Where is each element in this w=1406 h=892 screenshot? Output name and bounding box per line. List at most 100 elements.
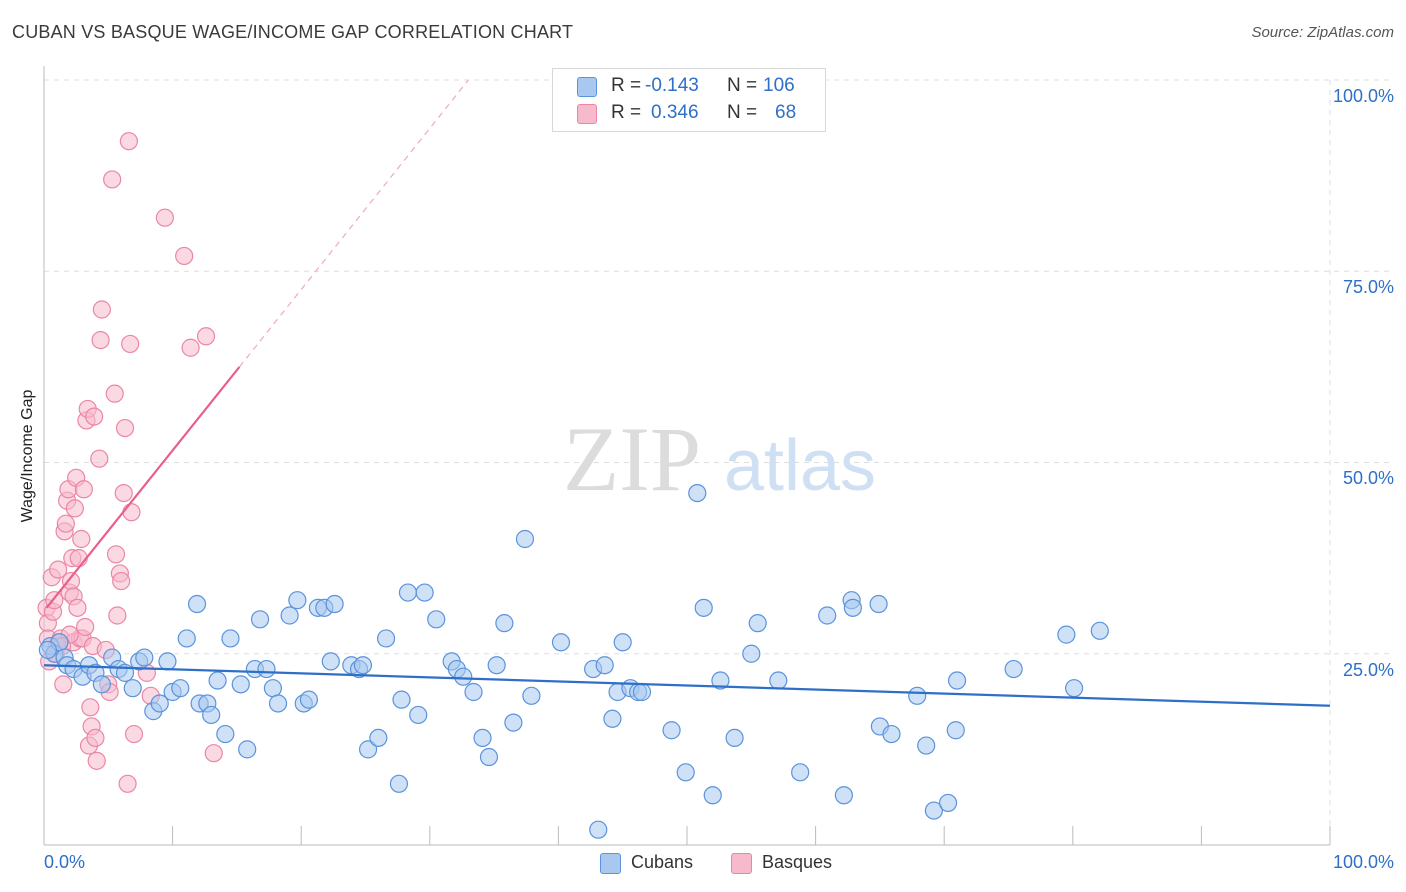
cubans-point: [551, 633, 571, 652]
legend-label-basques: Basques: [762, 852, 833, 872]
basques-point: [90, 449, 109, 468]
basques-point: [86, 728, 105, 748]
basques-point: [65, 499, 84, 518]
cubans-point: [843, 598, 862, 617]
cubans-point: [238, 740, 257, 759]
basques-point: [54, 675, 73, 694]
cubans-point: [187, 594, 207, 614]
basques-point: [119, 132, 138, 151]
cubans-point: [473, 728, 492, 748]
cubans-point: [299, 690, 319, 709]
r-label: R =: [611, 75, 642, 96]
cubans-point: [92, 675, 111, 694]
cubans-point: [632, 682, 652, 702]
cubans-point: [358, 740, 378, 759]
cubans-point: [171, 679, 190, 698]
basques-point: [108, 606, 127, 625]
basques-point: [118, 774, 137, 793]
cubans-point: [353, 656, 373, 675]
basques-point: [105, 384, 124, 403]
cubans-point: [177, 629, 196, 648]
cubans-point: [694, 598, 713, 617]
cubans-trend-line: [43, 664, 1331, 707]
basques-trend-extension: [239, 79, 469, 368]
cubans-point: [487, 656, 506, 675]
y-tick-75: 75.0%: [1342, 277, 1394, 297]
basques-point: [69, 549, 88, 568]
basques-point: [204, 744, 223, 763]
cubans-point: [135, 648, 154, 667]
basques-point: [61, 571, 81, 591]
n-value-cubans: 106: [763, 75, 795, 96]
n-value-basques: 68: [775, 102, 797, 123]
cubans-point: [221, 629, 240, 648]
cubans-point: [280, 606, 299, 625]
cubans-point: [946, 721, 965, 740]
watermark: ZIP atlas: [563, 408, 876, 510]
cubans-point: [688, 484, 707, 503]
cubans-point: [818, 606, 837, 625]
basques-point: [122, 503, 141, 522]
y-tick-100: 100.0%: [1332, 86, 1394, 106]
cubans-point: [504, 713, 523, 732]
cubans-point: [662, 721, 681, 740]
cubans-point: [1090, 621, 1109, 640]
correlation-legend: R = -0.143 N = 106 R = 0.346 N = 68: [552, 68, 826, 132]
r-label: R =: [611, 102, 642, 123]
cubans-point: [748, 614, 767, 633]
cubans-point: [613, 633, 632, 652]
basques-point: [92, 300, 111, 319]
watermark-zip: ZIP: [563, 408, 701, 510]
basques-trend-line: [45, 366, 241, 609]
basques-swatch-icon: [731, 853, 752, 874]
axes: [43, 66, 1331, 846]
basques-point: [175, 246, 194, 266]
cubans-swatch-icon: [600, 853, 621, 874]
basques-point: [106, 545, 126, 564]
cubans-point: [150, 694, 169, 713]
basques-point: [91, 331, 110, 350]
cubans-point: [791, 763, 810, 782]
n-label: N =: [727, 75, 758, 96]
basques-point: [155, 208, 174, 227]
r-value-basques: 0.346: [651, 102, 699, 123]
cubans-points: [38, 484, 1109, 839]
basques-point: [124, 724, 144, 744]
cubans-point: [1004, 659, 1023, 679]
basques-point: [115, 418, 135, 438]
trend-lines: [43, 79, 1331, 707]
basques-points: [37, 132, 223, 793]
cubans-point: [711, 671, 730, 690]
basques-point: [112, 571, 131, 591]
cubans-point: [321, 652, 340, 671]
basques-point: [181, 338, 200, 357]
cubans-point: [409, 705, 428, 725]
cubans-point: [325, 594, 344, 614]
cubans-point: [202, 705, 221, 725]
cubans-point: [389, 774, 409, 793]
cubans-point: [250, 610, 270, 629]
cubans-point: [231, 675, 250, 694]
basques-point: [81, 698, 100, 717]
cubans-point: [1064, 679, 1084, 698]
x-tick-0: 0.0%: [44, 852, 86, 872]
basques-point: [74, 480, 93, 499]
cubans-point: [589, 820, 608, 839]
cubans-point: [263, 679, 283, 698]
x-tick-100: 100.0%: [1332, 852, 1394, 872]
cubans-point: [947, 671, 967, 690]
cubans-point: [288, 591, 307, 610]
r-value-cubans: -0.143: [645, 75, 699, 96]
cubans-point: [398, 583, 418, 602]
cubans-point: [376, 629, 396, 648]
basques-point: [72, 529, 91, 549]
basques-point: [68, 598, 87, 617]
cubans-point: [834, 786, 853, 805]
cubans-point: [369, 728, 388, 748]
basques-point: [103, 170, 122, 189]
basques-swatch-icon: [577, 104, 597, 124]
cubans-point: [676, 763, 695, 782]
cubans-point: [257, 659, 276, 679]
n-label: N =: [727, 102, 758, 123]
